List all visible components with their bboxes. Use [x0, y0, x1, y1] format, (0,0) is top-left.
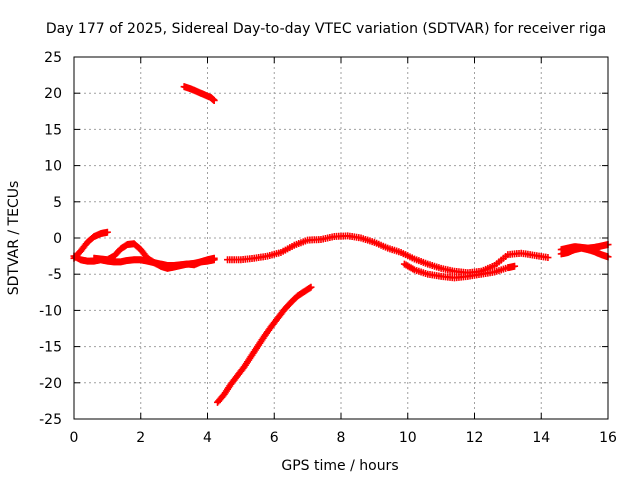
x-tick-label: 8: [337, 430, 346, 446]
series-track-b: [70, 228, 111, 262]
data-point: [210, 96, 218, 104]
data-point: [210, 254, 218, 262]
y-tick-label: 25: [44, 50, 62, 66]
y-tick-label: -25: [39, 412, 62, 428]
x-tick-label: 6: [270, 430, 279, 446]
y-tick-label: 10: [44, 159, 62, 175]
y-axis-label: SDTVAR / TECUs: [6, 181, 22, 296]
y-tick-label: 20: [44, 86, 62, 102]
x-tick-label: 16: [599, 430, 617, 446]
data-point: [307, 283, 315, 291]
y-tick-label: -10: [39, 303, 62, 319]
x-tick-label: 2: [136, 430, 145, 446]
y-tick-label: -15: [39, 340, 62, 356]
data-point: [103, 228, 111, 236]
series-track-e: [400, 260, 519, 282]
x-axis-label: GPS time / hours: [281, 458, 398, 474]
y-tick-label: 5: [53, 195, 62, 211]
x-tick-labels: 0 2 4 6 8 10 12 14 16: [70, 430, 617, 446]
series-track-c: [90, 240, 218, 272]
x-tick-label: 10: [399, 430, 417, 446]
series-track-i: [214, 283, 315, 406]
x-tick-label: 12: [466, 430, 484, 446]
y-tick-label: -5: [48, 267, 62, 283]
series-track-g: [557, 241, 612, 254]
series-track-d: [224, 232, 552, 277]
x-tick-label: 0: [70, 430, 79, 446]
axis-ticks: [73, 56, 609, 420]
y-tick-label: 0: [53, 231, 62, 247]
y-tick-labels: -25 -20 -15 -10 -5 0 5 10 15 20 25: [39, 50, 62, 428]
data-points: [70, 83, 612, 406]
x-tick-label: 4: [203, 430, 212, 446]
y-tick-label: -20: [39, 376, 62, 392]
y-tick-label: 15: [44, 122, 62, 138]
data-point: [511, 262, 519, 270]
x-tick-label: 14: [532, 430, 550, 446]
data-point: [544, 254, 552, 262]
series-track-h: [180, 83, 218, 104]
chart-title: Day 177 of 2025, Sidereal Day-to-day VTE…: [46, 21, 606, 37]
